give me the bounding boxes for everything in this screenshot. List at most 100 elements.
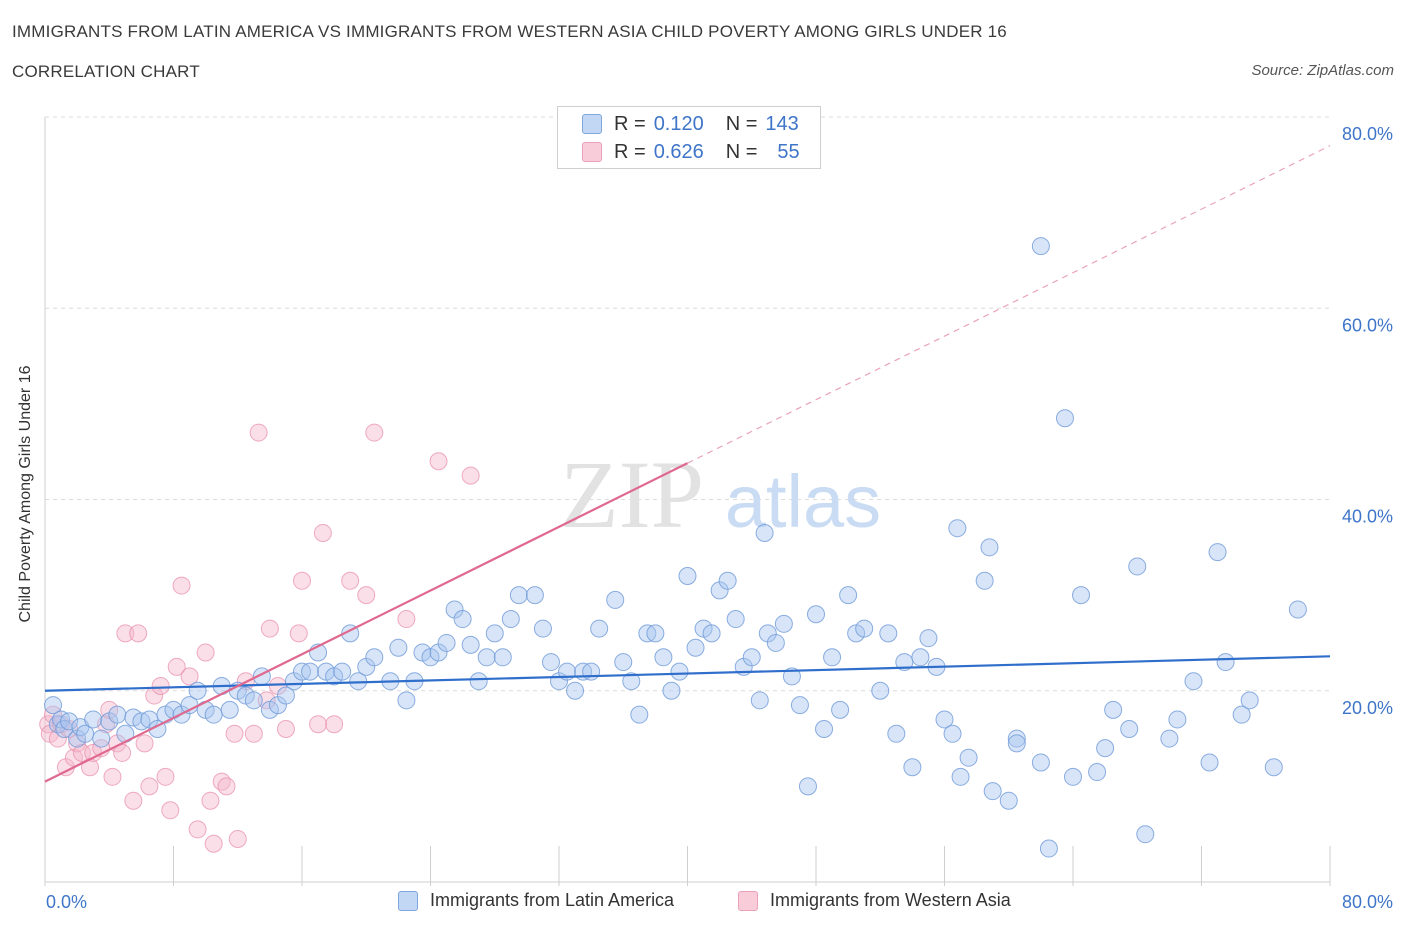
data-point-latin-america xyxy=(879,624,898,643)
watermark: ZIP atlas xyxy=(560,441,881,548)
data-point-latin-america xyxy=(742,648,761,667)
data-point-latin-america xyxy=(84,710,103,729)
data-point-western-asia xyxy=(135,734,154,753)
data-point-latin-america xyxy=(188,681,207,700)
data-point-latin-america xyxy=(1096,739,1115,758)
data-point-latin-america xyxy=(614,653,633,672)
trend-lines xyxy=(44,145,1331,783)
data-point-western-asia xyxy=(204,834,223,853)
data-point-western-asia xyxy=(140,777,159,796)
data-point-western-asia xyxy=(309,715,328,734)
data-point-western-asia xyxy=(365,423,384,442)
watermark-atlas: atlas xyxy=(725,460,881,543)
data-point-western-asia xyxy=(116,624,135,643)
data-point-latin-america xyxy=(541,653,560,672)
data-point-latin-america xyxy=(1240,691,1259,710)
data-point-latin-america xyxy=(1136,825,1155,844)
data-point-latin-america xyxy=(1055,409,1074,428)
data-point-latin-america xyxy=(590,619,609,638)
bottom-legend-swatch-pink xyxy=(738,890,758,911)
data-point-latin-america xyxy=(654,648,673,667)
data-point-western-asia xyxy=(201,791,220,810)
data-point-latin-america xyxy=(943,724,962,743)
data-point-latin-america xyxy=(437,633,456,652)
data-point-western-asia xyxy=(225,724,244,743)
data-point-latin-america xyxy=(766,633,785,652)
data-point-latin-america xyxy=(1208,543,1227,562)
data-point-western-asia xyxy=(293,571,311,590)
data-point-latin-america xyxy=(750,691,769,710)
series-latin-america-points xyxy=(44,237,1307,858)
data-point-latin-america xyxy=(790,696,809,715)
data-point-western-asia xyxy=(341,571,360,590)
data-point-western-asia xyxy=(196,643,215,662)
data-point-latin-america xyxy=(1031,237,1050,256)
legend-swatch-pink xyxy=(582,142,602,162)
data-point-latin-america xyxy=(493,648,512,667)
data-point-western-asia xyxy=(124,791,143,810)
trend-line-western-asia-extension xyxy=(687,145,1331,464)
y-tick-label: 40.0% xyxy=(1342,507,1393,527)
data-point-western-asia xyxy=(244,724,263,743)
data-point-latin-america xyxy=(509,586,528,605)
data-point-latin-america xyxy=(365,648,384,667)
data-point-latin-america xyxy=(1007,734,1026,753)
data-point-latin-america xyxy=(948,519,967,538)
data-point-latin-america xyxy=(903,758,922,777)
data-point-latin-america xyxy=(798,777,817,796)
legend-row-western-asia: R = 0.626 N = 55 xyxy=(582,140,800,164)
data-point-western-asia xyxy=(156,767,175,786)
data-point-latin-america xyxy=(108,705,127,724)
data-point-latin-america xyxy=(999,791,1018,810)
data-point-latin-america xyxy=(301,662,320,681)
data-point-western-asia xyxy=(313,523,332,542)
data-point-latin-america xyxy=(501,610,520,629)
data-point-latin-america xyxy=(1232,705,1251,724)
data-point-latin-america xyxy=(533,619,552,638)
data-point-latin-america xyxy=(1031,753,1050,772)
data-point-latin-america xyxy=(606,590,625,609)
data-point-latin-america xyxy=(951,767,970,786)
legend-r-value: 0.626 xyxy=(653,140,704,163)
data-point-latin-america xyxy=(397,691,416,710)
data-point-latin-america xyxy=(911,648,930,667)
data-point-western-asia xyxy=(260,619,279,638)
data-point-latin-america xyxy=(935,710,954,729)
data-point-western-asia xyxy=(129,624,148,643)
data-point-western-asia xyxy=(188,820,207,839)
data-point-latin-america xyxy=(485,624,504,643)
data-point-western-asia xyxy=(289,624,308,643)
data-point-latin-america xyxy=(1168,710,1187,729)
data-point-latin-america xyxy=(702,624,721,643)
data-point-latin-america xyxy=(477,648,496,667)
bottom-legend-swatch-blue xyxy=(398,890,418,911)
data-point-latin-america xyxy=(582,662,601,681)
data-point-latin-america xyxy=(453,610,472,629)
data-point-latin-america xyxy=(469,672,488,691)
source-label: Source: ZipAtlas.com xyxy=(1251,62,1394,79)
y-tick-label: 60.0% xyxy=(1342,315,1393,335)
legend-r-value: 0.120 xyxy=(653,112,704,135)
legend-n-value: 55 xyxy=(777,140,800,163)
data-point-latin-america xyxy=(389,638,408,657)
data-point-latin-america xyxy=(244,691,263,710)
data-point-latin-america xyxy=(807,605,825,624)
data-point-western-asia xyxy=(461,466,480,485)
data-point-western-asia xyxy=(276,720,295,738)
data-point-latin-america xyxy=(276,686,295,705)
data-point-latin-america xyxy=(726,610,745,629)
data-point-latin-america xyxy=(525,586,544,605)
data-point-latin-america xyxy=(1104,700,1123,719)
legend: R = 0.120 N = 143 R = 0.626 N = 55 xyxy=(557,106,821,169)
data-point-western-asia xyxy=(180,667,199,686)
data-point-latin-america xyxy=(1216,653,1235,672)
data-point-latin-america xyxy=(1007,729,1026,748)
chart-subtitle: CORRELATION CHART xyxy=(12,62,200,81)
data-point-western-asia xyxy=(217,777,236,796)
data-point-latin-america xyxy=(1160,729,1179,748)
legend-n-label: N = xyxy=(725,140,758,163)
data-point-western-asia xyxy=(397,610,416,629)
grid-lines xyxy=(45,116,1330,692)
y-tick-label: 20.0% xyxy=(1342,698,1393,718)
